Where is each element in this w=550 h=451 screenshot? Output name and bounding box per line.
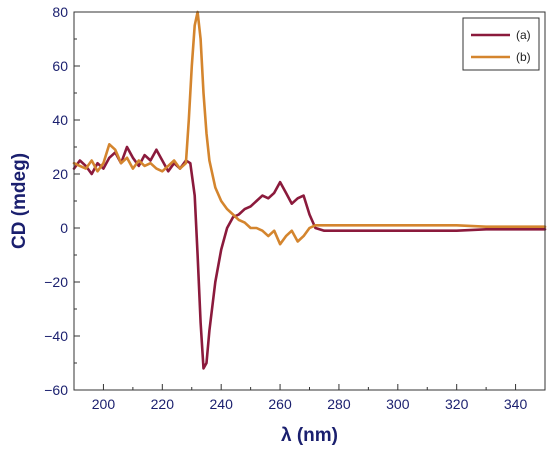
- legend-label-a: (a): [516, 28, 531, 42]
- plot-frame: [73, 11, 546, 391]
- y-tick-label: 80: [52, 4, 68, 20]
- x-tick-label: 260: [268, 396, 292, 412]
- y-tick-label: −60: [44, 382, 68, 398]
- y-tick-label: 0: [60, 220, 68, 236]
- x-tick-label: 280: [327, 396, 351, 412]
- legend-label-b: (b): [516, 50, 531, 64]
- x-tick-label: 240: [210, 396, 234, 412]
- y-axis-title: CD (mdeg): [9, 153, 30, 249]
- x-tick-label: 220: [151, 396, 175, 412]
- y-tick-label: −20: [44, 274, 68, 290]
- y-tick-label: 60: [52, 58, 68, 74]
- legend-box: [462, 17, 540, 71]
- y-tick-label: 40: [52, 112, 68, 128]
- x-tick-label: 300: [386, 396, 410, 412]
- series-lines: [72, 10, 547, 370]
- x-tick-label: 320: [445, 396, 469, 412]
- y-tick-label: 20: [52, 166, 68, 182]
- y-tick-labels: −60 −40 −20 0 20 40 60 80: [44, 4, 68, 398]
- x-tick-label: 200: [92, 396, 116, 412]
- series-line-a: [72, 145, 547, 370]
- legend: (a) (b): [462, 17, 540, 71]
- y-tick-label: −40: [44, 328, 68, 344]
- series-line-b: [72, 10, 547, 246]
- x-axis-title: λ (nm): [281, 425, 338, 446]
- x-tick-labels: 200 220 240 260 280 300 320 340: [92, 396, 528, 412]
- x-tick-label: 340: [504, 396, 528, 412]
